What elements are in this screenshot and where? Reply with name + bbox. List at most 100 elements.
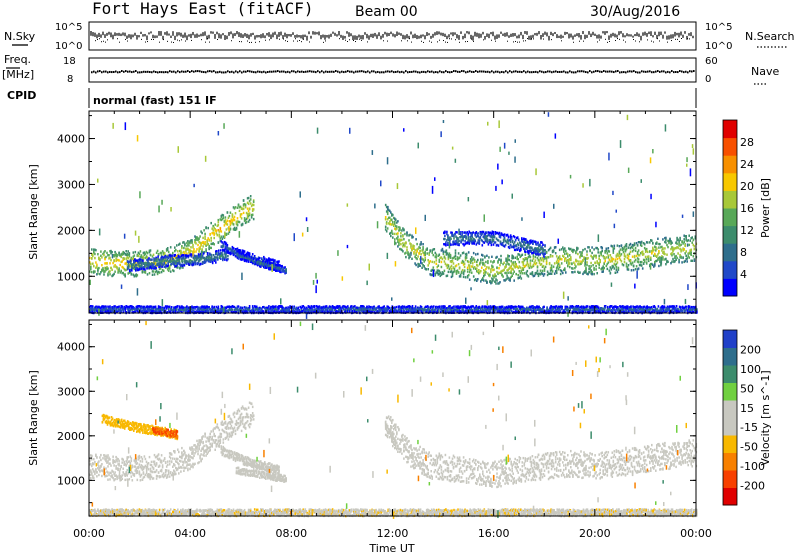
- range-cell: [273, 263, 275, 267]
- range-cell: [162, 263, 164, 266]
- range-cell: [230, 221, 233, 224]
- range-cell: [409, 255, 411, 258]
- range-cell: [104, 270, 106, 273]
- range-cell: [569, 254, 571, 257]
- range-cell: [491, 255, 493, 258]
- freq-sample: [197, 70, 199, 73]
- range-cell: [155, 256, 157, 259]
- range-cell: [439, 271, 442, 274]
- range-cell: [477, 232, 480, 235]
- range-cell: [215, 250, 217, 253]
- range-cell: [263, 265, 265, 269]
- range-cell: [189, 262, 192, 265]
- range-cell: [176, 258, 179, 261]
- freq-sample: [227, 70, 229, 73]
- range-cell: [192, 246, 194, 249]
- nsearch-sample: [483, 39, 484, 41]
- range-cell: [437, 272, 440, 275]
- range-cell: [124, 268, 126, 272]
- range-cell: [690, 253, 692, 256]
- range-cell: [455, 272, 458, 275]
- range-cell: [201, 241, 203, 245]
- freq-sample: [111, 71, 113, 74]
- range-cell: [219, 254, 221, 257]
- range-cell: [119, 263, 121, 267]
- range-cell: [115, 252, 117, 256]
- freq-sample: [191, 70, 193, 73]
- range-cell: [242, 255, 245, 258]
- range-cell: [410, 243, 412, 246]
- freq-sample: [629, 70, 631, 73]
- range-cell: [213, 226, 215, 229]
- range-cell: [273, 261, 275, 264]
- range-cell: [146, 258, 148, 262]
- freq-sample: [91, 71, 93, 74]
- range-cell: [243, 219, 246, 222]
- freq-sample: [167, 71, 169, 74]
- range-cell: [512, 268, 514, 271]
- range-cell: [438, 272, 441, 275]
- range-cell: [166, 255, 168, 258]
- range-cell: [201, 254, 204, 257]
- range-cell: [557, 260, 560, 263]
- beam-title: Beam 00: [355, 4, 418, 20]
- freq-sample: [459, 70, 461, 73]
- range-cell: [688, 243, 690, 247]
- range-cell: [174, 265, 177, 268]
- range-cell: [212, 229, 214, 232]
- range-cell: [280, 269, 282, 272]
- range-cell: [510, 260, 512, 263]
- range-cell: [101, 256, 103, 259]
- range-cell: [183, 264, 186, 267]
- range-cell: [464, 240, 466, 243]
- range-cell: [246, 255, 249, 258]
- range-cell: [545, 259, 548, 262]
- range-cell: [442, 272, 445, 275]
- range-cell: [191, 239, 193, 242]
- range-cell: [428, 253, 430, 256]
- range-cell: [226, 244, 229, 247]
- range-cell: [159, 261, 161, 265]
- range-cell: [141, 260, 143, 263]
- range-cell: [92, 253, 94, 256]
- range-cell: [249, 257, 252, 260]
- range-cell: [130, 262, 132, 265]
- range-cell: [240, 254, 243, 257]
- range-cell: [219, 237, 222, 240]
- range-cell: [101, 264, 103, 267]
- range-cell: [392, 213, 394, 217]
- range-cell: [221, 241, 224, 244]
- range-cell: [223, 240, 226, 244]
- range-cell: [447, 265, 450, 268]
- range-cell: [246, 214, 249, 217]
- range-cell: [467, 260, 470, 264]
- freq-sample: [115, 70, 117, 73]
- range-cell: [207, 260, 210, 263]
- nsearch-sample: [653, 41, 654, 43]
- range-cell: [543, 272, 546, 276]
- nsearch-sample: [171, 41, 172, 43]
- range-cell: [251, 209, 254, 212]
- range-cell: [169, 254, 171, 257]
- range-cell: [104, 266, 106, 270]
- range-cell: [105, 262, 107, 265]
- range-cell: [634, 268, 637, 271]
- range-cell: [420, 243, 422, 246]
- range-cell: [450, 264, 453, 268]
- range-cell: [447, 270, 450, 274]
- range-cell: [401, 238, 403, 241]
- range-cell: [389, 222, 391, 226]
- freq-sample: [289, 71, 291, 74]
- range-cell: [572, 267, 574, 270]
- freq-sample: [201, 70, 203, 73]
- range-cell: [622, 264, 625, 267]
- range-cell: [613, 244, 616, 247]
- range-cell: [468, 242, 470, 245]
- range-cell: [210, 242, 212, 246]
- range-cell: [164, 259, 166, 262]
- range-cell: [394, 232, 396, 236]
- range-cell: [143, 253, 146, 256]
- nsearch-sample: [527, 38, 528, 40]
- range-cell: [598, 266, 600, 269]
- nsearch-sample: [353, 39, 354, 41]
